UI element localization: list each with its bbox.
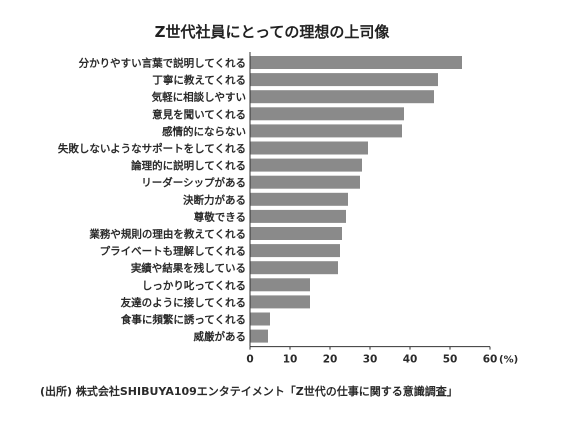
bar-15 — [250, 295, 310, 309]
category-label-1: 分かりやすい言葉で説明してくれる — [79, 57, 246, 70]
category-label-8: リーダーシップがある — [141, 176, 246, 189]
bar-8 — [250, 175, 360, 189]
category-label-11: 業務や規則の理由を教えてくれる — [88, 228, 246, 241]
x-tick-label-1: 0 — [246, 354, 253, 366]
bar-7 — [250, 158, 362, 172]
category-label-13: 実績や結果を残している — [131, 262, 246, 275]
x-tick-label-7: 60 — [483, 354, 498, 366]
category-labels: 分かりやすい言葉で説明してくれる丁寧に教えてくれる気軽に相談しやすい意見を聞いて… — [58, 57, 246, 344]
bars-group — [250, 56, 462, 343]
bar-2 — [250, 73, 438, 87]
category-label-3: 気軽に相談しやすい — [151, 91, 246, 104]
bar-10 — [250, 209, 346, 223]
category-label-5: 感情的にならない — [162, 125, 246, 138]
category-label-10: 尊敬できる — [194, 210, 246, 223]
bar-13 — [250, 261, 338, 275]
bar-9 — [250, 192, 348, 206]
category-label-4: 意見を聞いてくれる — [152, 108, 246, 121]
bar-17 — [250, 329, 268, 343]
category-label-16: 食事に頻繁に誘ってくれる — [120, 313, 246, 326]
chart-title: Z世代社員にとっての理想の上司像 — [155, 23, 391, 41]
category-label-6: 失敗しないようなサポートをしてくれる — [58, 142, 246, 155]
category-label-15: 友達のように接してくれる — [120, 296, 246, 309]
bar-6 — [250, 141, 368, 155]
bar-11 — [250, 227, 342, 240]
x-axis-unit: (%) — [499, 355, 518, 366]
bar-4 — [250, 107, 404, 121]
category-label-2: 丁寧に教えてくれる — [152, 74, 246, 87]
x-tick-label-4: 30 — [363, 354, 378, 366]
x-tick-label-3: 20 — [323, 354, 338, 366]
category-label-14: しっかり叱ってくれる — [142, 279, 246, 292]
category-label-7: 論理的に説明してくれる — [131, 159, 246, 172]
x-tick-label-2: 10 — [283, 354, 298, 366]
source-note: (出所) 株式会社SHIBUYA109エンタテイメント「Z世代の仕事に関する意識… — [40, 384, 458, 398]
category-label-17: 威厳がある — [194, 330, 247, 343]
bar-5 — [250, 124, 402, 138]
x-axis-ticks: 0 10 20 30 40 50 60 — [246, 346, 498, 366]
x-tick-label-5: 40 — [403, 354, 418, 366]
bar-14 — [250, 278, 310, 292]
bar-3 — [250, 90, 434, 104]
bar-16 — [250, 312, 270, 326]
category-label-12: プライベートも理解してくれる — [100, 245, 246, 258]
category-label-9: 決断力がある — [183, 193, 246, 206]
bar-1 — [250, 56, 462, 69]
bar-12 — [250, 244, 340, 258]
x-tick-label-6: 50 — [443, 354, 458, 366]
